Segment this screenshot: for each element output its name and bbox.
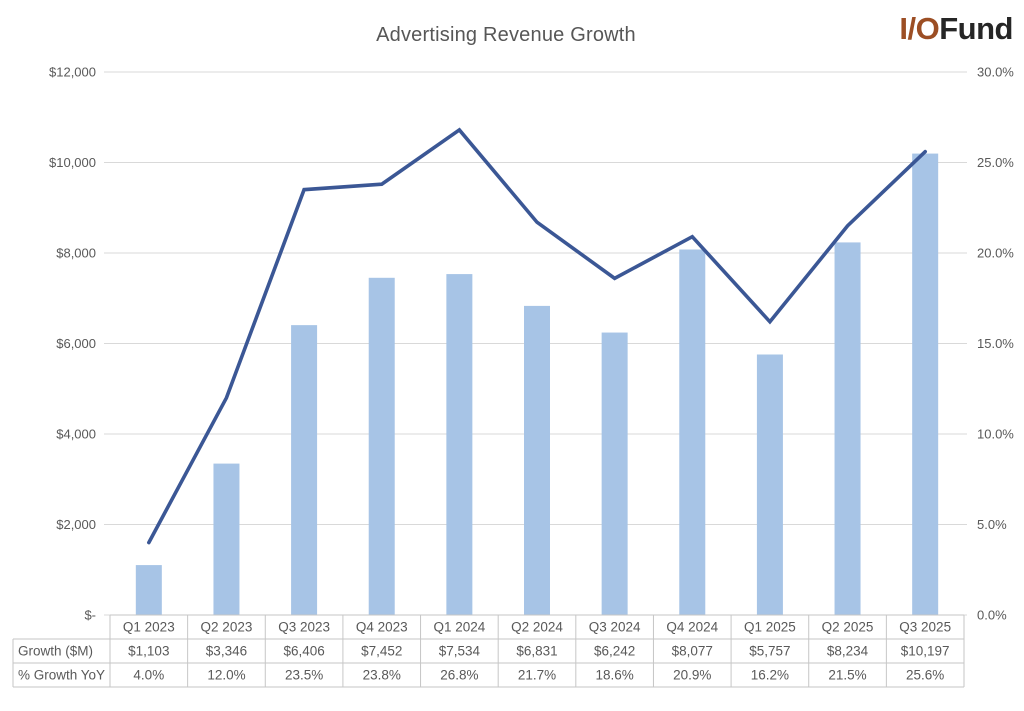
right-axis-tick-label: 10.0% xyxy=(977,427,1014,442)
logo-fund-text: Fund xyxy=(939,11,1013,46)
table-header-cell: Q1 2023 xyxy=(123,620,175,635)
table-row-label: Growth ($M) xyxy=(18,644,93,659)
table-header-cell: Q2 2024 xyxy=(511,620,563,635)
table-cell: $6,406 xyxy=(283,644,324,659)
io-fund-logo: I/OFund xyxy=(899,11,1013,47)
table-cell: $6,831 xyxy=(516,644,557,659)
left-axis-tick-label: $10,000 xyxy=(49,155,96,170)
table-header-cell: Q2 2023 xyxy=(201,620,253,635)
table-cell: 23.8% xyxy=(363,668,401,683)
revenue-bar xyxy=(135,565,162,615)
table-cell: 23.5% xyxy=(285,668,323,683)
table-cell: 21.5% xyxy=(828,668,866,683)
table-header-cell: Q3 2023 xyxy=(278,620,330,635)
right-axis-tick-label: 25.0% xyxy=(977,155,1014,170)
right-axis-tick-label: 20.0% xyxy=(977,246,1014,261)
table-cell: $8,234 xyxy=(827,644,869,659)
table-header-cell: Q2 2025 xyxy=(822,620,874,635)
table-cell: $7,534 xyxy=(439,644,481,659)
right-axis-tick-label: 0.0% xyxy=(977,608,1007,623)
table-header-cell: Q4 2024 xyxy=(666,620,718,635)
table-header-cell: Q3 2025 xyxy=(899,620,951,635)
left-axis-tick-label: $2,000 xyxy=(56,517,96,532)
logo-io-text: I/O xyxy=(899,11,940,46)
table-header-cell: Q3 2024 xyxy=(589,620,641,635)
chart-title: Advertising Revenue Growth xyxy=(376,24,636,46)
table-cell: 4.0% xyxy=(133,668,164,683)
revenue-bar xyxy=(524,305,550,615)
table-cell: $6,242 xyxy=(594,644,635,659)
revenue-bar xyxy=(368,277,395,615)
revenue-bar xyxy=(213,463,240,615)
right-axis-tick-label: 30.0% xyxy=(977,65,1014,80)
revenue-bar xyxy=(912,153,939,615)
table-cell: 26.8% xyxy=(440,668,478,683)
revenue-bar xyxy=(756,354,783,615)
left-axis-tick-label: $- xyxy=(84,608,96,623)
table-header-cell: Q4 2023 xyxy=(356,620,408,635)
right-axis-tick-label: 5.0% xyxy=(977,517,1007,532)
table-cell: $8,077 xyxy=(672,644,713,659)
left-axis-tick-label: $8,000 xyxy=(56,246,96,261)
table-cell: $10,197 xyxy=(901,644,950,659)
revenue-bar xyxy=(679,249,706,615)
table-cell: $5,757 xyxy=(749,644,790,659)
table-cell: 21.7% xyxy=(518,668,556,683)
table-cell: 12.0% xyxy=(207,668,245,683)
table-cell: $1,103 xyxy=(128,644,169,659)
right-axis-tick-label: 15.0% xyxy=(977,336,1014,351)
table-cell: 20.9% xyxy=(673,668,711,683)
table-cell: 25.6% xyxy=(906,668,944,683)
left-axis-tick-label: $6,000 xyxy=(56,336,96,351)
table-cell: 16.2% xyxy=(751,668,789,683)
revenue-bar xyxy=(446,274,473,615)
table-header-cell: Q1 2024 xyxy=(433,620,485,635)
left-axis-tick-label: $4,000 xyxy=(56,427,96,442)
growth-line xyxy=(147,127,927,545)
revenue-bar xyxy=(834,242,861,615)
revenue-bar xyxy=(291,325,318,615)
table-cell: 18.6% xyxy=(595,668,633,683)
table-cell: $7,452 xyxy=(361,644,402,659)
left-axis-tick-label: $12,000 xyxy=(49,65,96,80)
revenue-bar xyxy=(601,332,628,615)
table-row-label: % Growth YoY xyxy=(18,668,105,683)
table-header-cell: Q1 2025 xyxy=(744,620,796,635)
table-cell: $3,346 xyxy=(206,644,247,659)
